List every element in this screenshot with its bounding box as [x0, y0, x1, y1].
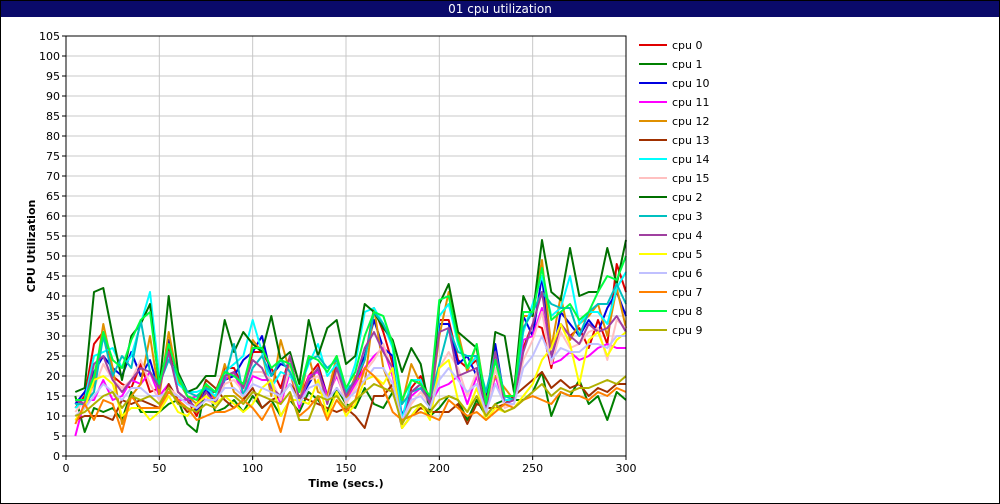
y-tick-label: 45 [46, 270, 60, 283]
legend-label: cpu 0 [672, 39, 703, 52]
y-tick-label: 85 [46, 110, 60, 123]
series-line-cpu-5 [74, 323, 627, 429]
x-tick-label: 0 [63, 462, 70, 475]
legend-label: cpu 7 [672, 286, 703, 299]
x-tick-label: 300 [616, 462, 637, 475]
plot-lines [74, 239, 627, 437]
series-line-cpu-4 [74, 291, 627, 425]
y-tick-label: 40 [46, 290, 60, 303]
legend-label: cpu 15 [672, 172, 710, 185]
y-tick-label: 50 [46, 250, 60, 263]
legend-label: cpu 5 [672, 248, 703, 261]
x-tick-label: 200 [429, 462, 450, 475]
chart-title: 01 cpu utilization [1, 1, 999, 17]
y-tick-label: 70 [46, 170, 60, 183]
y-tick-label: 60 [46, 210, 60, 223]
y-tick-label: 0 [53, 450, 60, 463]
y-tick-label: 95 [46, 70, 60, 83]
legend-label: cpu 11 [672, 96, 710, 109]
legend-label: cpu 6 [672, 267, 703, 280]
series-line-cpu-8 [75, 255, 627, 405]
x-tick-label: 50 [152, 462, 166, 475]
legend-label: cpu 8 [672, 305, 703, 318]
legend-label: cpu 4 [672, 229, 703, 242]
y-tick-label: 25 [46, 350, 60, 363]
legend: cpu 0 cpu 1 cpu 10 cpu 11 cpu 12 cpu 13 cpu 14… [639, 39, 710, 337]
y-tick-label: 15 [46, 390, 60, 403]
y-tick-label: 55 [46, 230, 60, 243]
axis-ticks: 0 5 10 15 20 25 30 35 40 45 50 55 60 65 70 75 80 85 90 95 10… [39, 30, 637, 475]
y-tick-label: 10 [46, 410, 60, 423]
y-tick-label: 105 [39, 30, 60, 43]
legend-label: cpu 14 [672, 153, 710, 166]
x-tick-label: 100 [242, 462, 263, 475]
y-tick-label: 100 [39, 50, 60, 63]
y-tick-label: 65 [46, 190, 60, 203]
y-tick-label: 90 [46, 90, 60, 103]
y-tick-label: 80 [46, 130, 60, 143]
legend-label: cpu 10 [672, 77, 710, 90]
legend-label: cpu 3 [672, 210, 703, 223]
x-tick-label: 150 [336, 462, 357, 475]
series-line-cpu-7 [74, 367, 627, 433]
legend-label: cpu 12 [672, 115, 710, 128]
x-tick-label: 250 [522, 462, 543, 475]
y-tick-label: 35 [46, 310, 60, 323]
legend-label: cpu 1 [672, 58, 703, 71]
y-tick-label: 75 [46, 150, 60, 163]
y-tick-label: 30 [46, 330, 60, 343]
x-axis-label: Time (secs.) [308, 477, 383, 490]
y-tick-label: 20 [46, 370, 60, 383]
series-line-cpu-6 [74, 335, 626, 421]
y-tick-label: 5 [53, 430, 60, 443]
series-line-cpu-9 [74, 375, 627, 425]
y-axis-label: CPU Utilization [25, 200, 38, 293]
legend-label: cpu 9 [672, 324, 703, 337]
legend-label: cpu 2 [672, 191, 703, 204]
legend-label: cpu 13 [672, 134, 710, 147]
